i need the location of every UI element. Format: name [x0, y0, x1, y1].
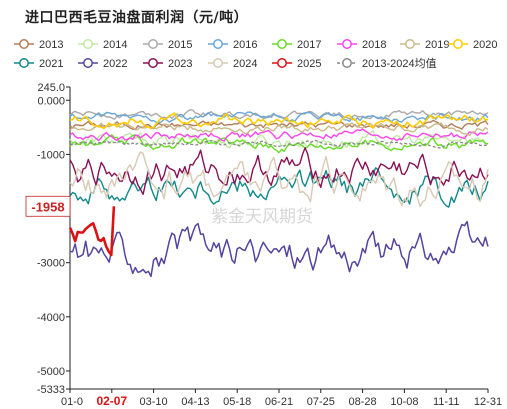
- series-line: [69, 108, 489, 120]
- legend-marker[interactable]: [83, 39, 93, 49]
- y-tick-label: -3000: [37, 258, 65, 270]
- series-line: [69, 112, 489, 130]
- current-value-label: -1958: [31, 199, 64, 214]
- legend-label[interactable]: 2017: [297, 39, 321, 51]
- legend-label[interactable]: 2024: [233, 58, 257, 70]
- y-tick-label: -5000: [37, 366, 65, 378]
- legend-marker[interactable]: [213, 39, 223, 49]
- x-tick-label: 07-25: [307, 396, 335, 408]
- legend-marker[interactable]: [405, 39, 415, 49]
- x-tick-label: 04-13: [181, 396, 209, 408]
- watermark-text: 紫金天风期货: [211, 207, 313, 226]
- legend-marker[interactable]: [19, 58, 29, 68]
- legend-marker[interactable]: [277, 58, 287, 68]
- x-tick-label: 11-11: [433, 396, 460, 408]
- x-tick-label: 05-18: [223, 396, 251, 408]
- series-line: [68, 206, 116, 257]
- legend-label[interactable]: 2013: [39, 39, 63, 51]
- y-tick-label: 0.000: [37, 95, 65, 107]
- series-line: [69, 122, 489, 137]
- legend-marker[interactable]: [277, 39, 287, 49]
- legend-label[interactable]: 2025: [297, 58, 321, 70]
- legend-marker[interactable]: [213, 58, 223, 68]
- chart-title: 进口巴西毛豆油盘面利润（元/吨）: [25, 10, 249, 26]
- legend-marker[interactable]: [83, 58, 93, 68]
- series-line: [69, 139, 489, 149]
- x-tick-label: 02-07: [96, 394, 127, 408]
- series-line: [69, 129, 489, 149]
- legend-marker[interactable]: [342, 39, 352, 49]
- legend-label[interactable]: 2020: [473, 39, 497, 51]
- series-line: [69, 151, 489, 208]
- legend-label[interactable]: 2014: [103, 39, 127, 51]
- legend-marker[interactable]: [453, 39, 463, 49]
- x-tick-label: 10-08: [390, 396, 418, 408]
- series-line: [69, 128, 489, 142]
- x-tick-label: 06-21: [265, 396, 293, 408]
- y-tick-label: -1000: [37, 149, 65, 161]
- legend-label[interactable]: 2016: [233, 39, 257, 51]
- x-tick-label: 01-0: [61, 396, 83, 408]
- y-tick-label: -4000: [37, 312, 65, 324]
- x-tick-label: 12-31: [474, 396, 502, 408]
- legend-label[interactable]: 2022: [103, 58, 127, 70]
- legend-marker[interactable]: [148, 39, 158, 49]
- y-tick-label: -5333: [37, 384, 65, 396]
- legend-label[interactable]: 2015: [168, 39, 192, 51]
- legend-marker[interactable]: [19, 39, 29, 49]
- legend-label[interactable]: 2019: [425, 39, 449, 51]
- legend-marker[interactable]: [342, 58, 352, 68]
- series-line: [69, 220, 489, 278]
- y-tick-label: 245.0: [37, 82, 65, 94]
- legend-label[interactable]: 2023: [168, 58, 192, 70]
- legend-label[interactable]: 2018: [362, 39, 386, 51]
- series-line: [69, 147, 489, 196]
- current-value-box: [25, 195, 71, 217]
- legend-marker[interactable]: [148, 58, 158, 68]
- series-line: [69, 111, 489, 124]
- legend-label[interactable]: 2013-2024均值: [362, 57, 437, 70]
- series-line: [69, 134, 489, 154]
- legend-label[interactable]: 2021: [39, 58, 63, 70]
- x-tick-label: 03-10: [140, 396, 168, 408]
- x-tick-label: 08-28: [349, 396, 377, 408]
